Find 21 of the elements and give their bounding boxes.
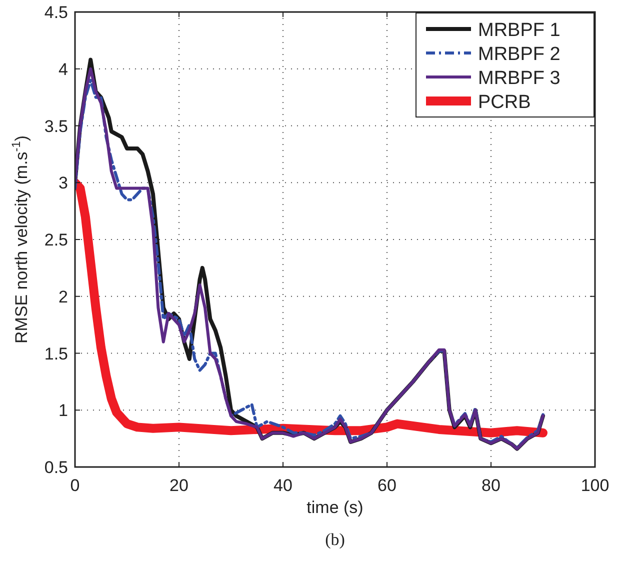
legend-label: MRBPF 3 [478, 68, 560, 89]
legend-label: MRBPF 2 [478, 44, 560, 65]
y-tick-label: 4.5 [44, 3, 68, 22]
x-tick-label: 20 [170, 476, 188, 495]
x-tick-label: 0 [70, 476, 80, 495]
x-tick-label: 40 [274, 476, 292, 495]
x-tick-label: 60 [378, 476, 396, 495]
x-axis-title: time (s) [306, 498, 364, 517]
y-tick-label: 3 [58, 174, 68, 193]
y-tick-label: 3.5 [44, 116, 68, 136]
y-tick-label: 2.5 [44, 230, 68, 250]
legend-label: PCRB [478, 92, 531, 113]
y-tick-label: 0.5 [44, 458, 68, 477]
legend-label: MRBPF 1 [478, 20, 560, 41]
x-tick-label: 80 [482, 476, 500, 495]
y-tick-label: 4 [58, 60, 68, 79]
y-tick-label: 1 [58, 401, 68, 420]
y-tick-label: 2 [58, 287, 68, 306]
x-tick-label: 100 [580, 476, 610, 495]
y-tick-label: 1.5 [44, 344, 68, 364]
text: (b) [325, 530, 345, 549]
